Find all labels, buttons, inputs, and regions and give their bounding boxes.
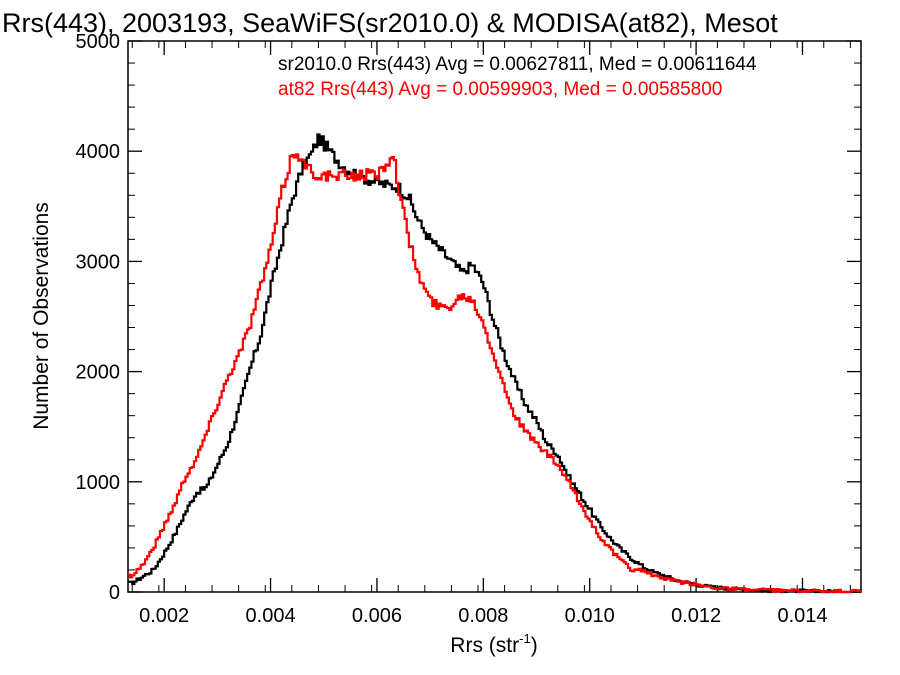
x-axis-label-main: Rrs (str [450,634,519,657]
x-tick-label: 0.006 [352,605,402,627]
x-axis-label: Rrs (str-1) [450,631,537,657]
series-line-sr20100 [128,133,862,594]
x-axis-label-close: ) [531,634,538,657]
y-tick-label: 4000 [76,141,121,163]
y-tick-label: 3000 [76,251,121,273]
y-tick-label: 0 [109,582,120,604]
x-tick-label: 0.010 [565,605,615,627]
plot-frame [127,40,862,593]
series-line-at82 [128,153,862,594]
x-tick-label: 0.014 [777,605,827,627]
x-axis: 0.002 0.004 0.006 0.008 0.010 0.012 0.014 [131,41,851,627]
y-axis: 0 1000 2000 3000 4000 5000 [76,31,861,604]
y-axis-label: Number of Observations [30,202,53,430]
x-tick-label: 0.012 [671,605,721,627]
x-tick-label: 0.004 [246,605,296,627]
x-axis-label-superscript: -1 [519,631,531,646]
x-tick-label: 0.008 [458,605,508,627]
series-layer [128,133,862,594]
y-tick-label: 2000 [76,362,121,384]
legend-entry-sr2010: sr2010.0 Rrs(443) Avg = 0.00627811, Med … [278,54,757,75]
chart-title: Rrs(443), 2003193, SeaWiFS(sr2010.0) & M… [2,8,778,38]
x-tick-label: 0.002 [139,605,189,627]
y-tick-label: 1000 [76,472,121,494]
legend-entry-at82: at82 Rrs(443) Avg = 0.00599903, Med = 0.… [278,79,722,100]
y-tick-label: 5000 [76,31,121,53]
